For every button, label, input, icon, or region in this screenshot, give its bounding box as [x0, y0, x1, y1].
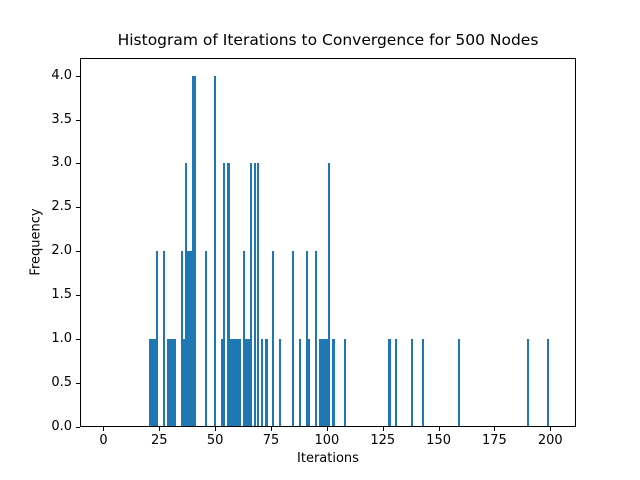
histogram-bar	[205, 251, 208, 426]
y-tick-label: 2.0	[51, 243, 72, 259]
x-tick-label: 150	[426, 433, 451, 448]
histogram-bar	[332, 339, 335, 426]
histogram-bar	[167, 339, 170, 426]
x-tick-mark	[103, 427, 105, 431]
histogram-bar	[187, 251, 190, 426]
histogram-bar	[298, 339, 302, 426]
x-tick-label: 0	[99, 433, 108, 448]
y-tick-label: 3.0	[51, 155, 72, 171]
x-tick-label: 25	[151, 433, 168, 448]
y-tick-mark	[76, 207, 80, 209]
histogram-bar	[314, 251, 317, 426]
y-tick-label: 4.0	[51, 67, 72, 83]
histogram-bar	[236, 339, 239, 426]
histogram-bar	[328, 163, 331, 426]
x-axis-label: Iterations	[297, 451, 359, 466]
histogram-bar	[222, 163, 226, 426]
histogram-bar	[220, 339, 223, 426]
histogram-bar	[388, 339, 391, 426]
histogram-bar	[546, 339, 550, 426]
x-tick-label: 175	[482, 433, 507, 448]
histogram-bar	[173, 339, 177, 426]
chart-title: Histogram of Iterations to Convergence f…	[117, 31, 539, 49]
histogram-bar	[231, 339, 235, 426]
histogram-bar	[278, 339, 282, 426]
y-tick-label: 0.5	[51, 375, 72, 391]
histogram-bar	[343, 339, 346, 426]
histogram-bar	[185, 163, 188, 426]
x-tick-mark	[550, 427, 552, 431]
histogram-bar	[180, 251, 183, 426]
histogram-bar	[191, 75, 194, 426]
x-tick-label: 200	[537, 433, 563, 448]
x-tick-label: 50	[206, 433, 224, 448]
y-tick-mark	[76, 119, 80, 121]
y-tick-mark	[76, 295, 80, 297]
x-tick-label: 125	[370, 433, 396, 448]
histogram-bar	[169, 339, 172, 426]
histogram-bar	[171, 339, 174, 426]
histogram-bar	[243, 251, 246, 426]
y-tick-label: 1.0	[51, 331, 72, 347]
histogram-bar	[151, 339, 154, 426]
histogram-bar	[249, 163, 253, 426]
x-tick-mark	[271, 427, 273, 431]
histogram-bar	[162, 251, 165, 426]
y-tick-mark	[76, 75, 80, 77]
histogram-bar	[321, 339, 324, 426]
y-tick-label: 3.5	[51, 111, 72, 127]
histogram-bar	[234, 339, 237, 426]
histogram-bar	[153, 339, 156, 426]
y-tick-mark	[76, 383, 80, 385]
histogram-bar	[410, 339, 413, 426]
histogram-bar	[395, 339, 398, 426]
x-tick-label: 75	[262, 433, 280, 448]
histogram-bar	[265, 339, 268, 426]
histogram-bar	[272, 251, 275, 426]
histogram-bar	[254, 163, 257, 426]
histogram-bar	[155, 251, 159, 426]
x-tick-mark	[326, 427, 328, 431]
histogram-bar	[292, 251, 295, 426]
x-tick-mark	[382, 427, 384, 431]
histogram-bar	[149, 339, 152, 426]
x-tick-mark	[494, 427, 496, 431]
histogram-bar	[260, 339, 264, 426]
histogram-bar	[305, 251, 308, 426]
plot-area	[80, 58, 576, 427]
y-tick-mark	[76, 427, 80, 428]
histogram-bar	[457, 339, 460, 426]
y-tick-label: 0.0	[51, 419, 72, 434]
y-tick-mark	[76, 163, 80, 165]
histogram-bar	[245, 339, 248, 426]
histogram-bar	[421, 339, 425, 426]
y-tick-mark	[76, 339, 80, 341]
histogram-bar	[526, 339, 530, 426]
histogram-bar	[227, 163, 230, 426]
y-tick-mark	[76, 251, 80, 253]
histogram-bar	[229, 339, 232, 426]
y-tick-label: 2.5	[51, 199, 72, 215]
x-tick-mark	[438, 427, 440, 431]
histogram-bar	[323, 339, 326, 426]
histogram-bar	[319, 339, 322, 426]
x-tick-mark	[215, 427, 217, 431]
histogram-bar	[189, 251, 192, 426]
histogram-bar	[182, 339, 185, 426]
y-tick-label: 1.5	[51, 287, 72, 303]
histogram-bar	[247, 339, 250, 426]
histogram-bar	[325, 339, 328, 426]
histogram-bar	[238, 339, 241, 426]
histogram-bar	[193, 75, 197, 426]
y-axis-label-text: Frequency	[28, 208, 44, 276]
x-tick-label: 100	[314, 433, 340, 448]
histogram-bar	[214, 75, 217, 426]
x-tick-mark	[159, 427, 161, 431]
histogram-bar	[307, 339, 311, 426]
histogram-bar	[256, 163, 259, 426]
